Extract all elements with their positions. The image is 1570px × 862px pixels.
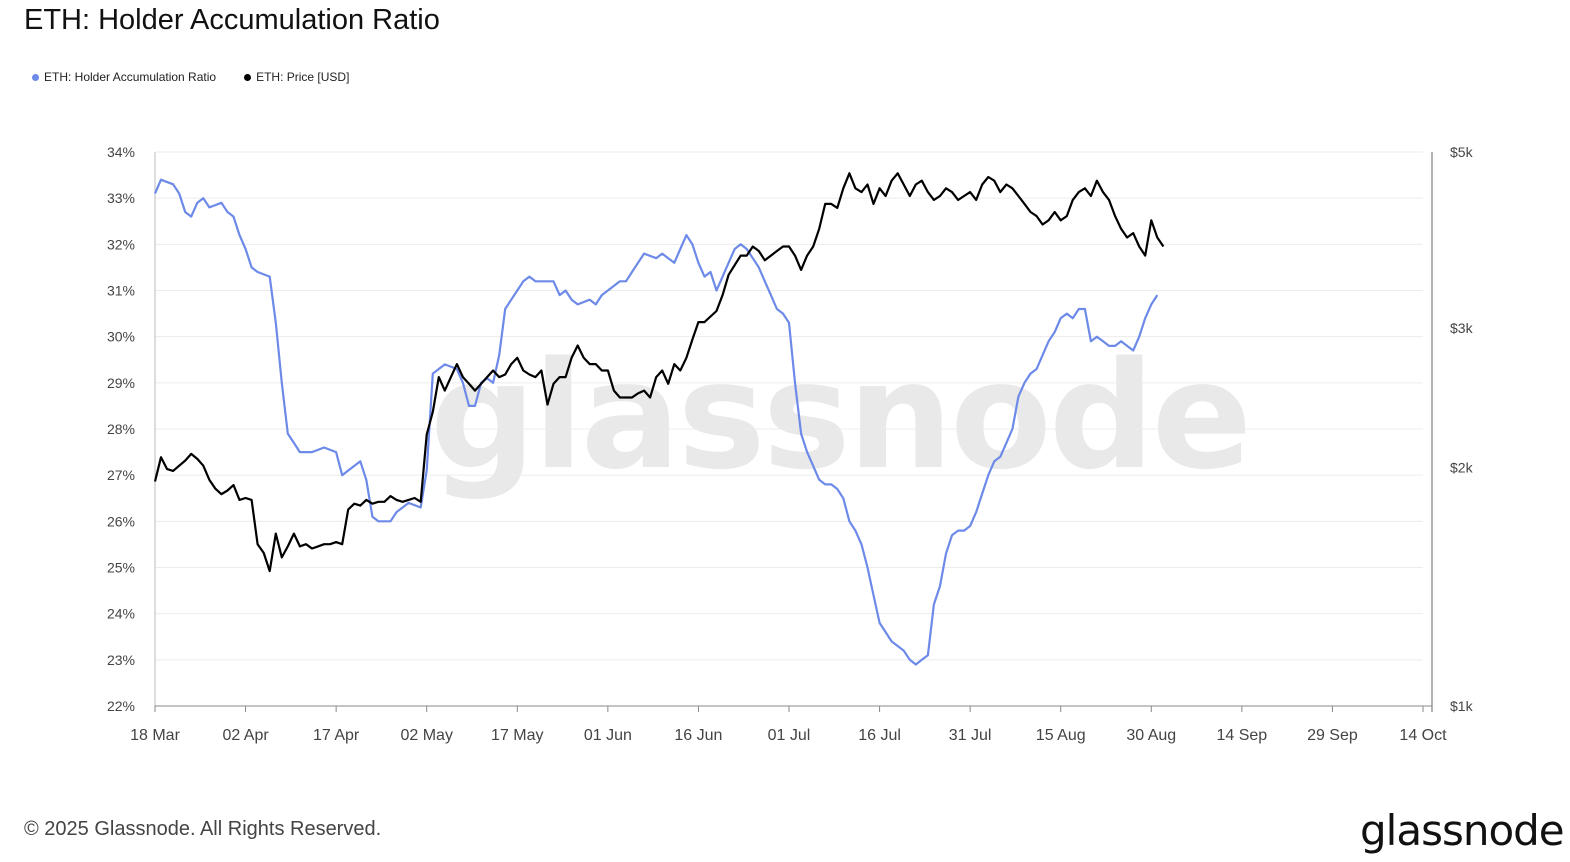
series-line-accumulation-ratio [153,178,1159,666]
legend-item-accumulation-ratio[interactable]: ETH: Holder Accumulation Ratio [32,70,216,84]
legend-dot-accumulation-ratio [32,73,39,81]
x-tick-label: 14 Sep [1216,727,1267,744]
x-tick-label: 16 Jul [858,727,901,744]
x-tick-label: 15 Aug [1036,727,1086,744]
y-left-tick-label: 34% [107,144,135,160]
y-left-tick-label: 32% [107,236,135,252]
y-right-tick-label: $1k [1450,698,1474,714]
y-left-tick-label: 28% [107,421,135,437]
y-right-tick-label: $3k [1450,320,1474,336]
chart-legend: ETH: Holder Accumulation Ratio ETH: Pric… [32,70,349,84]
y-left-tick-label: 26% [107,513,135,529]
x-tick-label: 01 Jul [768,727,811,744]
x-tick-label: 14 Oct [1399,727,1447,744]
legend-label-accumulation-ratio: ETH: Holder Accumulation Ratio [44,70,217,84]
legend-label-price: ETH: Price [USD] [256,70,350,84]
chart-canvas[interactable]: 22% 23% 24% 25% 26% 27% 28% 29% 30% 31% 32% 33% 34% $… [0,0,1570,800]
x-tick-label: 29 Sep [1307,727,1358,744]
copyright-text: © 2025 Glassnode. All Rights Reserved. [24,818,382,840]
x-tick-label: 02 May [400,727,452,744]
y-left-tick-label: 27% [107,467,135,483]
glassnode-logo[interactable]: glassnode [1360,806,1565,855]
x-tick-label: 01 Jun [584,727,632,744]
y-left-tick-label: 30% [107,329,135,345]
x-tick-label: 17 Apr [313,727,360,744]
x-tick-label: 17 May [491,727,543,744]
y-left-tick-label: 23% [107,652,135,668]
y-right-tick-label: $2k [1450,459,1474,475]
y-left-tick-label: 25% [107,560,135,576]
y-left-tick-label: 24% [107,606,135,622]
y-left-tick-label: 31% [107,283,135,299]
y-right-tick-label: $5k [1450,144,1474,160]
x-tick-label: 30 Aug [1126,727,1176,744]
y-left-tick-label: 33% [107,190,135,206]
x-tick-label: 31 Jul [949,727,992,744]
chart-title: ETH: Holder Accumulation Ratio [24,4,440,36]
y-left-tick-label: 22% [107,698,135,714]
y-left-tick-label: 29% [107,375,135,391]
series-line-price [153,172,1165,573]
x-tick-label: 02 Apr [222,727,269,744]
legend-item-price[interactable]: ETH: Price [USD] [244,70,349,84]
x-tick-label: 18 Mar [130,727,180,744]
x-tick-label: 16 Jun [674,727,722,744]
legend-dot-price [244,73,252,81]
